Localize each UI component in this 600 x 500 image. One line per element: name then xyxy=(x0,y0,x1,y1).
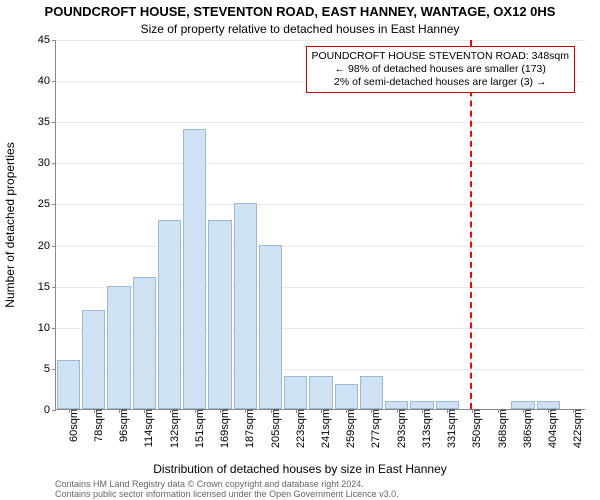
x-tick-label: 368sqm xyxy=(493,409,509,448)
gridline xyxy=(56,122,585,123)
footnote: Contains HM Land Registry data © Crown c… xyxy=(55,480,399,500)
x-tick-label: 422sqm xyxy=(568,409,584,448)
histogram-bar xyxy=(436,401,459,409)
x-tick-label: 293sqm xyxy=(392,409,408,448)
histogram-bar xyxy=(309,376,332,409)
x-tick-label: 151sqm xyxy=(190,409,206,448)
y-tick-label: 0 xyxy=(44,404,56,416)
gridline xyxy=(56,40,585,41)
x-tick-label: 350sqm xyxy=(467,409,483,448)
histogram-bar xyxy=(82,310,105,409)
x-tick-label: 114sqm xyxy=(139,409,155,447)
x-tick-label: 386sqm xyxy=(518,409,534,448)
histogram-bar xyxy=(234,203,257,409)
histogram-bar xyxy=(537,401,560,409)
x-tick-label: 331sqm xyxy=(442,409,458,448)
histogram-bar xyxy=(360,376,383,409)
footnote-line2: Contains public sector information licen… xyxy=(55,490,399,500)
histogram-bar xyxy=(511,401,534,409)
gridline xyxy=(56,163,585,164)
x-tick-label: 60sqm xyxy=(64,409,80,442)
reference-line xyxy=(470,40,472,409)
x-tick-label: 205sqm xyxy=(266,409,282,448)
y-tick-label: 35 xyxy=(38,116,56,128)
y-tick-label: 30 xyxy=(38,157,56,169)
plot-area: 05101520253035404560sqm78sqm96sqm114sqm1… xyxy=(55,40,585,410)
x-tick-label: 241sqm xyxy=(316,409,332,448)
annotation-line3: 2% of semi-detached houses are larger (3… xyxy=(312,76,570,89)
y-tick-label: 15 xyxy=(38,281,56,293)
x-tick-label: 132sqm xyxy=(165,409,181,448)
histogram-bar xyxy=(133,277,156,409)
x-tick-label: 78sqm xyxy=(89,409,105,442)
histogram-bar xyxy=(57,360,80,409)
y-axis-label: Number of detached properties xyxy=(3,142,17,307)
y-tick-label: 40 xyxy=(38,75,56,87)
x-tick-label: 187sqm xyxy=(240,409,256,448)
x-tick-label: 404sqm xyxy=(543,409,559,448)
histogram-bar xyxy=(107,286,130,409)
chart-title-sub: Size of property relative to detached ho… xyxy=(0,22,600,36)
x-tick-label: 277sqm xyxy=(366,409,382,448)
x-tick-label: 169sqm xyxy=(215,409,231,448)
histogram-bar xyxy=(183,129,206,409)
histogram-bar xyxy=(158,220,181,409)
y-tick-label: 10 xyxy=(38,322,56,334)
y-tick-label: 25 xyxy=(38,198,56,210)
gridline xyxy=(56,204,585,205)
histogram-bar xyxy=(208,220,231,409)
x-tick-label: 96sqm xyxy=(114,409,130,442)
gridline xyxy=(56,246,585,247)
histogram-bar xyxy=(284,376,307,409)
x-tick-label: 259sqm xyxy=(341,409,357,448)
histogram-bar xyxy=(259,245,282,409)
histogram-bar xyxy=(385,401,408,409)
y-tick-label: 45 xyxy=(38,34,56,46)
x-tick-label: 223sqm xyxy=(291,409,307,448)
annotation-box: POUNDCROFT HOUSE STEVENTON ROAD: 348sqm … xyxy=(306,46,576,93)
histogram-bar xyxy=(335,384,358,409)
chart-title-main: POUNDCROFT HOUSE, STEVENTON ROAD, EAST H… xyxy=(0,4,600,19)
x-tick-label: 313sqm xyxy=(417,409,433,448)
y-tick-label: 5 xyxy=(44,363,56,375)
annotation-line2: ← 98% of detached houses are smaller (17… xyxy=(312,63,570,76)
y-tick-label: 20 xyxy=(38,240,56,252)
x-axis-label: Distribution of detached houses by size … xyxy=(0,462,600,476)
annotation-line1: POUNDCROFT HOUSE STEVENTON ROAD: 348sqm xyxy=(312,50,570,63)
histogram-bar xyxy=(410,401,433,409)
